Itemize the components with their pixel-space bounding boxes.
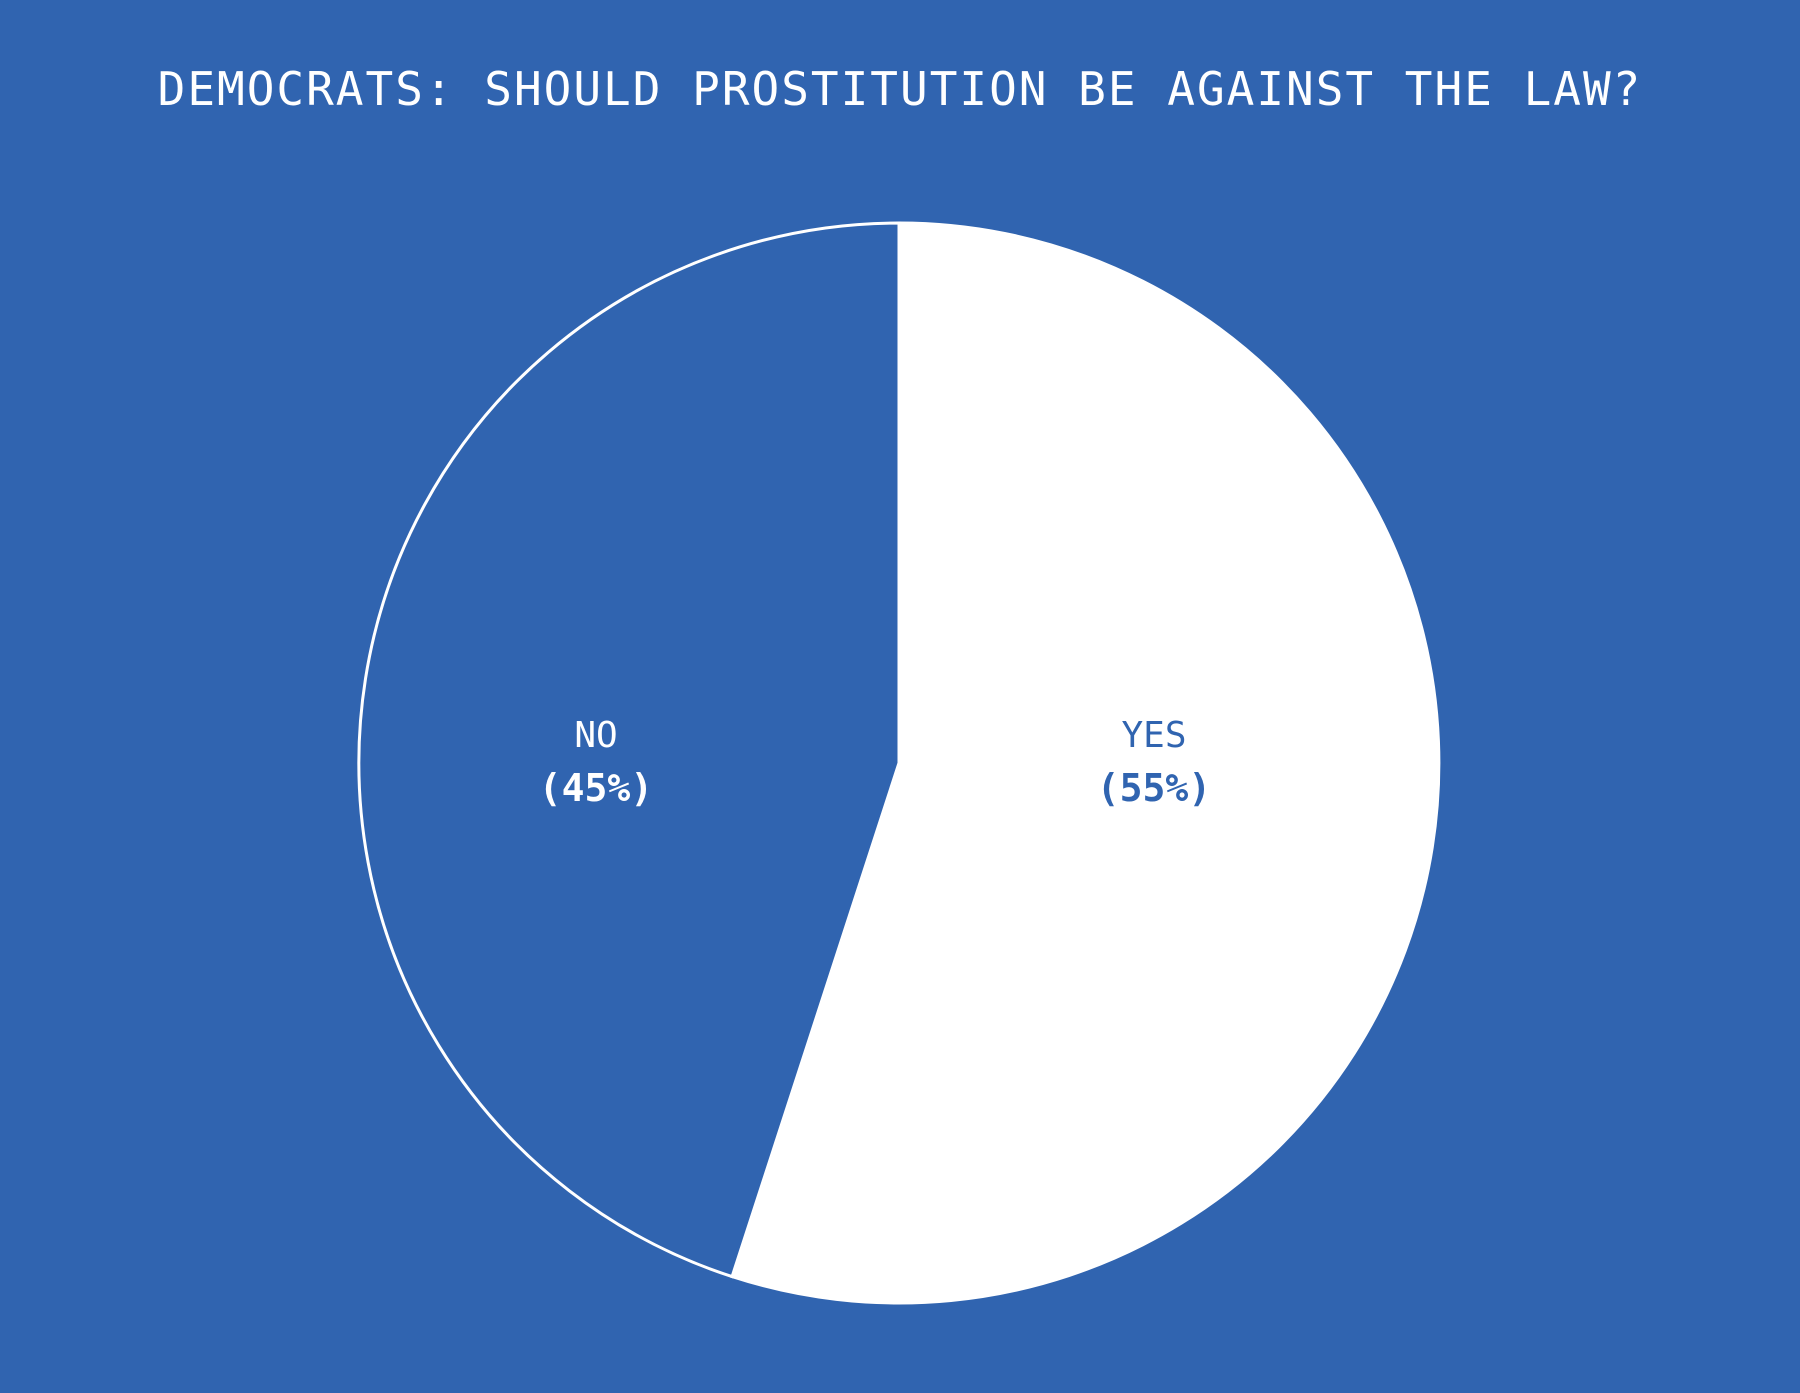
slice-label-yes-name: YES xyxy=(1121,715,1187,756)
slice-label-no-name: NO xyxy=(574,715,618,756)
pie-slice-yes xyxy=(730,221,1441,1305)
pie-slice-no xyxy=(357,221,901,1279)
slice-label-no-percent: (45%) xyxy=(538,766,654,810)
chart-title: DEMOCRATS: SHOULD PROSTITUTION BE AGAINS… xyxy=(157,62,1643,116)
slice-label-yes: YES (55%) xyxy=(1034,710,1274,814)
slice-label-yes-percent: (55%) xyxy=(1096,766,1212,810)
slice-label-no: NO (45%) xyxy=(476,710,716,814)
